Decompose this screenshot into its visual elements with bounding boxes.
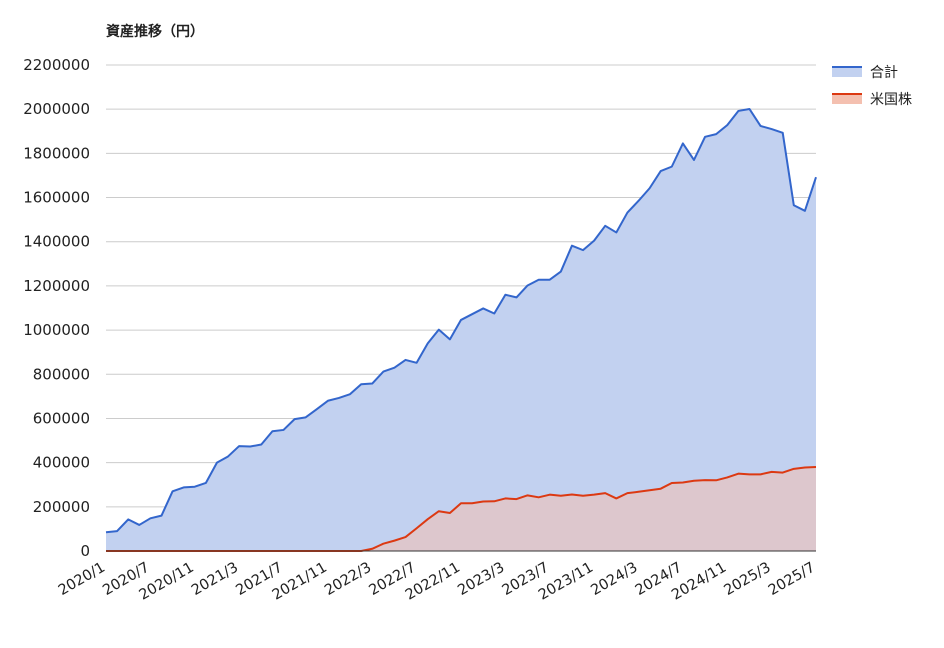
y-tick-label: 1800000 xyxy=(23,144,90,162)
y-tick-label: 0 xyxy=(80,542,90,560)
chart-title: 資産推移（円） xyxy=(106,23,204,40)
x-tick-label: 2024/3 xyxy=(588,560,640,599)
y-tick-label: 600000 xyxy=(33,409,90,427)
series-line-1 xyxy=(105,107,817,534)
legend-label: 合計 xyxy=(870,65,898,81)
x-tick-label: 2023/3 xyxy=(455,560,507,599)
y-tick-label: 1200000 xyxy=(23,277,90,295)
series-area-2 xyxy=(106,467,816,551)
y-axis-tick-labels: 0 200000 400000 600000 800000 1000000 1200000 1… xyxy=(23,56,90,560)
y-tick-label: 2200000 xyxy=(23,56,90,74)
x-tick-label: 2025/3 xyxy=(721,560,773,599)
x-tick-label: 2025/7 xyxy=(766,560,818,599)
y-tick-label: 1400000 xyxy=(23,233,90,251)
y-tick-label: 400000 xyxy=(33,454,90,472)
series-area-1 xyxy=(106,108,816,552)
legend-label: 米国株 xyxy=(870,92,912,108)
x-tick-label: 2021/3 xyxy=(189,560,241,599)
series-areas xyxy=(106,108,816,552)
y-tick-label: 200000 xyxy=(33,498,90,516)
y-tick-label: 1600000 xyxy=(23,189,90,207)
y-tick-label: 2000000 xyxy=(23,100,90,118)
y-tick-label: 1000000 xyxy=(23,321,90,339)
x-axis-tick-labels: 2020/12020/72020/112021/32021/72021/1120… xyxy=(56,560,818,604)
x-tick-label: 2020/1 xyxy=(56,560,108,599)
legend-swatch xyxy=(832,67,862,77)
x-tick-label: 2022/3 xyxy=(322,560,374,599)
legend-swatch xyxy=(832,94,862,104)
y-tick-label: 800000 xyxy=(33,365,90,383)
